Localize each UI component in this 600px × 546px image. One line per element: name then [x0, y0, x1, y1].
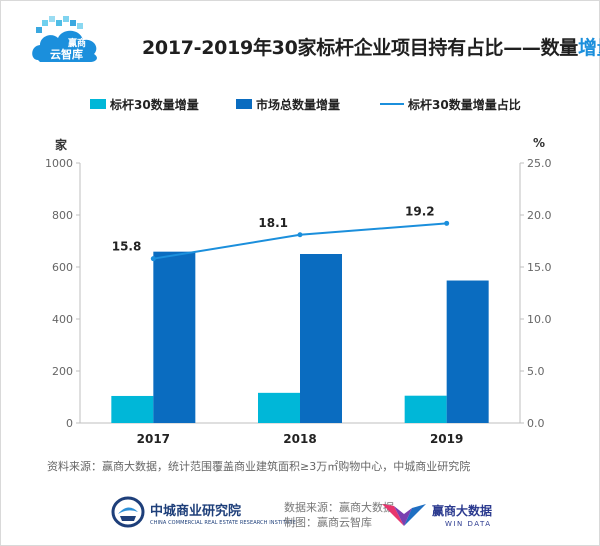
- chart-title-highlight: 增量: [578, 37, 600, 59]
- right-tick-label: 10.0: [527, 313, 552, 326]
- org-name-cn: 中城商业研究院: [150, 504, 242, 519]
- logo-base: [120, 516, 136, 521]
- right-tick-label: 20.0: [527, 209, 552, 222]
- logo-text-2: 云智库: [50, 47, 83, 61]
- left-tick-label: 1000: [45, 157, 73, 170]
- bar-market-total: [446, 280, 489, 423]
- line-data-label: 19.2: [405, 204, 435, 218]
- footer-source: 数据来源：赢商大数据 制图：赢商云智库: [284, 500, 394, 530]
- legend: 标杆30数量增量 市场总数量增量 标杆30数量增量占比: [0, 95, 600, 115]
- logo-cloud-icon: 赢商 云智库: [32, 16, 97, 62]
- windata-name-cn: 赢商大数据: [432, 504, 493, 518]
- line-point: [297, 232, 303, 238]
- bar-benchmark30: [258, 392, 300, 423]
- windata-wing-left: [382, 504, 404, 526]
- legend-swatch-line: [380, 103, 404, 105]
- logo-pixel: [77, 23, 83, 29]
- labels-group: 15.8 18.1 19.2: [112, 204, 435, 253]
- logo-swoosh: [118, 507, 138, 514]
- left-tick-label: 800: [52, 209, 73, 222]
- right-tick-label: 25.0: [527, 157, 552, 170]
- left-tick-label: 400: [52, 313, 73, 326]
- x-tick-label: 2019: [430, 432, 463, 446]
- bar-market-total: [153, 251, 196, 423]
- bar-benchmark30: [404, 395, 447, 423]
- right-axis-unit: %: [533, 136, 546, 150]
- chart-title-main: 2017-2019年30家标杆企业项目持有占比——数量: [142, 37, 578, 59]
- legend-label-line: 标杆30数量增量占比: [408, 98, 521, 112]
- windata-wing-right: [404, 504, 426, 526]
- logo-ring: [111, 496, 145, 528]
- left-tick-label: 200: [52, 365, 73, 378]
- logo-cloud: [32, 30, 97, 62]
- org-name-en: CHINA COMMERCIAL REAL ESTATE RESEARCH IN…: [150, 520, 296, 526]
- logo-pixel: [36, 27, 42, 33]
- line-group: [150, 220, 450, 262]
- line-data-label: 15.8: [112, 240, 142, 254]
- right-tick-label: 0.0: [527, 417, 545, 430]
- right-tick-label: 15.0: [527, 261, 552, 274]
- line-point: [150, 256, 156, 262]
- legend-swatch-bar1: [90, 99, 106, 109]
- logo-pixel: [42, 20, 48, 26]
- research-institute-logo-icon: [111, 496, 145, 528]
- logo-pixel: [56, 20, 62, 26]
- line-data-label: 18.1: [258, 216, 288, 230]
- bars-group: [111, 251, 489, 423]
- left-tick-label: 600: [52, 261, 73, 274]
- right-tick-label: 5.0: [527, 365, 545, 378]
- legend-label-bar1: 标杆30数量增量: [110, 98, 199, 112]
- x-tick-label: 2018: [283, 432, 316, 446]
- legend-swatch-bar2: [236, 99, 252, 109]
- line-point: [444, 220, 450, 226]
- line-series: [153, 222, 447, 260]
- logo-pixel: [49, 16, 55, 22]
- windata-center: [394, 506, 412, 526]
- footer-made-by: 制图：赢商云智库: [284, 516, 372, 529]
- logo-pixel: [70, 20, 76, 26]
- footnote: 资料来源：赢商大数据，统计范围覆盖商业建筑面积≥3万㎡购物中心，中城商业研究院: [47, 460, 471, 473]
- bar-benchmark30: [111, 395, 154, 423]
- axes-group: 0 200 400 600 800 1000 0.0 5.0 10.0 15.0 20.0 25.0 2…: [45, 157, 552, 446]
- windata-name-en: WIN DATA: [445, 520, 492, 528]
- bar-market-total: [300, 254, 342, 423]
- footer-data-source: 数据来源：赢商大数据: [284, 501, 394, 514]
- chart-title: 2017-2019年30家标杆企业项目持有占比——数量增量: [142, 33, 600, 60]
- legend-label-bar2: 市场总数量增量: [256, 98, 341, 112]
- left-tick-label: 0: [66, 417, 73, 430]
- logo-pixel: [63, 16, 69, 22]
- x-tick-label: 2017: [137, 432, 170, 446]
- windata-logo-icon: [382, 504, 426, 526]
- left-axis-unit: 家: [55, 138, 68, 152]
- logo-text-1: 赢商: [68, 37, 86, 48]
